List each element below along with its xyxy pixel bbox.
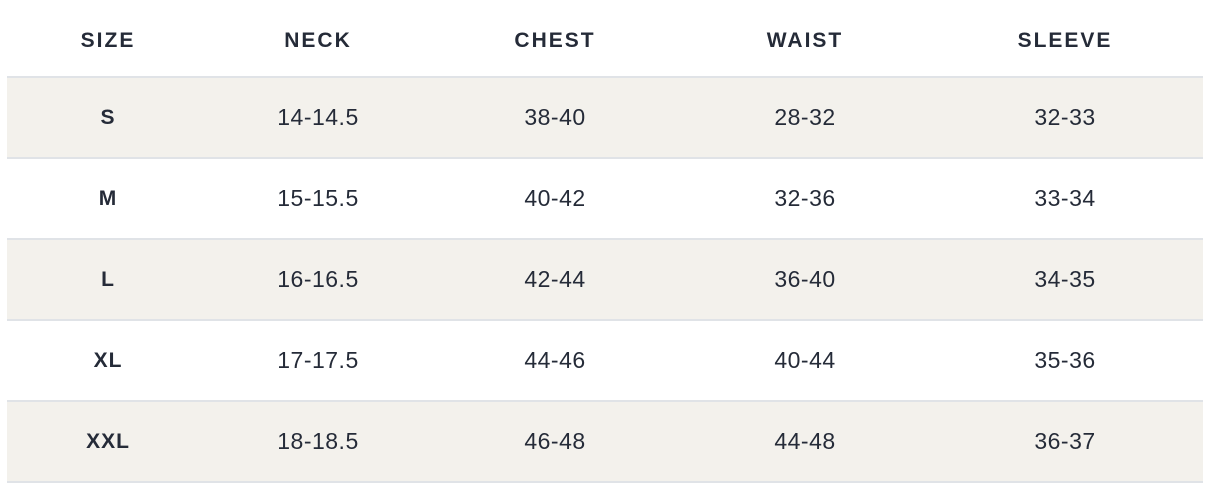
table-row-l: L 16-16.5 42-44 36-40 34-35	[7, 239, 1203, 320]
chest-cell: 42-44	[524, 266, 586, 292]
neck-cell: 17-17.5	[277, 347, 359, 373]
size-cell: M	[98, 186, 118, 210]
table-header: SIZE NECK CHEST WAIST SLEEVE	[7, 0, 1203, 77]
sleeve-cell: 35-36	[1034, 347, 1096, 373]
chest-cell: 46-48	[524, 428, 586, 454]
neck-cell: 18-18.5	[277, 428, 359, 454]
neck-cell: 15-15.5	[277, 185, 359, 211]
sleeve-cell: 32-33	[1034, 104, 1096, 130]
waist-cell: 32-36	[774, 185, 836, 211]
table-body: S 14-14.5 38-40 28-32 32-33 M 15-15.5 40…	[7, 77, 1203, 482]
waist-cell: 28-32	[774, 104, 836, 130]
size-chart-container: SIZE NECK CHEST WAIST SLEEVE S 14-14.5 3…	[7, 0, 1203, 483]
sleeve-cell: 33-34	[1034, 185, 1096, 211]
column-header-sleeve: SLEEVE	[1017, 28, 1113, 52]
chest-cell: 44-46	[524, 347, 586, 373]
waist-cell: 36-40	[774, 266, 836, 292]
header-row: SIZE NECK CHEST WAIST SLEEVE	[7, 0, 1203, 77]
table-row-m: M 15-15.5 40-42 32-36 33-34	[7, 158, 1203, 239]
neck-cell: 14-14.5	[277, 104, 359, 130]
table-row-s: S 14-14.5 38-40 28-32 32-33	[7, 77, 1203, 158]
size-cell: XXL	[86, 429, 130, 453]
chest-cell: 40-42	[524, 185, 586, 211]
chest-cell: 38-40	[524, 104, 586, 130]
size-chart-table: SIZE NECK CHEST WAIST SLEEVE S 14-14.5 3…	[7, 0, 1203, 483]
neck-cell: 16-16.5	[277, 266, 359, 292]
column-header-size: SIZE	[80, 28, 136, 52]
sleeve-cell: 34-35	[1034, 266, 1096, 292]
column-header-waist: WAIST	[766, 28, 844, 52]
column-header-neck: NECK	[284, 28, 352, 52]
waist-cell: 44-48	[774, 428, 836, 454]
waist-cell: 40-44	[774, 347, 836, 373]
table-row-xl: XL 17-17.5 44-46 40-44 35-36	[7, 320, 1203, 401]
column-header-chest: CHEST	[514, 28, 596, 52]
sleeve-cell: 36-37	[1034, 428, 1096, 454]
size-cell: S	[100, 105, 116, 129]
table-row-xxl: XXL 18-18.5 46-48 44-48 36-37	[7, 401, 1203, 482]
size-cell: XL	[93, 348, 123, 372]
size-cell: L	[101, 267, 115, 291]
